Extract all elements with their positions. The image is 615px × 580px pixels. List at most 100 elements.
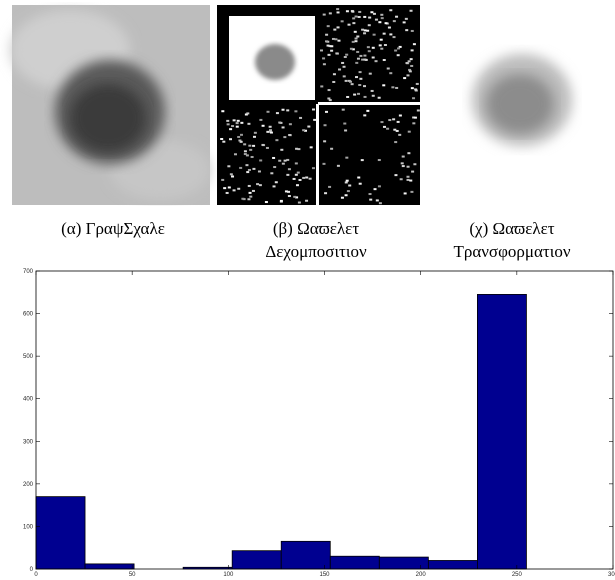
- noise-dot: [409, 9, 413, 12]
- noise-dot: [281, 126, 285, 129]
- caption: Δεχομποσιτιον: [265, 242, 367, 261]
- noise-dot: [349, 80, 353, 83]
- noise-dot: [283, 159, 287, 162]
- noise-dot: [332, 73, 336, 76]
- noise-dot: [225, 191, 229, 194]
- noise-dot: [378, 44, 382, 47]
- noise-dot: [401, 155, 405, 158]
- noise-dot: [394, 174, 398, 177]
- noise-dot: [359, 54, 363, 57]
- noise-dot: [406, 178, 410, 181]
- noise-dot: [272, 156, 276, 159]
- noise-dot: [287, 168, 291, 171]
- noise-dot: [398, 45, 402, 48]
- noise-dot: [402, 21, 406, 24]
- noise-dot: [221, 110, 225, 113]
- noise-dot: [346, 190, 350, 193]
- noise-dot: [245, 154, 249, 157]
- noise-dot: [368, 16, 372, 19]
- noise-dot: [269, 129, 273, 132]
- noise-dot: [412, 43, 416, 46]
- noise-dot: [275, 139, 279, 142]
- noise-dot: [379, 38, 383, 41]
- noise-dot: [366, 29, 370, 32]
- captions: (α) ΓραψΣχαλε (β) Ωαϖελετ Δεχομποσιτιον (χ)…: [61, 219, 571, 261]
- noise-dot: [240, 121, 244, 124]
- noise-dot: [412, 97, 416, 100]
- noise-dot: [233, 153, 237, 156]
- noise-dot: [245, 164, 249, 167]
- noise-dot: [367, 24, 371, 27]
- noise-dot: [247, 168, 251, 171]
- noise-dot: [251, 189, 255, 192]
- noise-dot: [363, 95, 367, 98]
- noise-dot: [371, 94, 375, 97]
- noise-dot: [413, 116, 417, 119]
- noise-dot: [332, 80, 336, 83]
- noise-dot: [380, 47, 384, 50]
- noise-dot: [331, 37, 335, 40]
- noise-dot: [371, 56, 375, 59]
- x-tick-label: 250: [512, 572, 523, 578]
- noise-dot: [345, 10, 349, 13]
- noise-dot: [229, 173, 233, 176]
- noise-dot: [286, 173, 290, 176]
- noise-dot: [272, 185, 276, 188]
- noise-dot: [330, 49, 334, 52]
- noise-dot: [360, 159, 364, 162]
- noise-dot: [326, 25, 330, 28]
- noise-dot: [256, 183, 260, 186]
- noise-dot: [382, 84, 386, 87]
- noise-dot: [330, 45, 334, 48]
- noise-dot: [406, 74, 410, 77]
- noise-dot: [394, 49, 398, 52]
- noise-dot: [344, 181, 348, 184]
- noise-dot: [345, 156, 349, 159]
- noise-dot: [279, 199, 283, 202]
- noise-dot: [275, 112, 279, 115]
- noise-dot: [378, 21, 382, 24]
- noise-dot: [412, 116, 416, 119]
- noise-dot: [330, 147, 334, 150]
- noise-dot: [344, 194, 348, 197]
- noise-dot: [269, 131, 273, 134]
- noise-dot: [323, 124, 327, 127]
- noise-dot: [226, 123, 230, 126]
- noise-dot: [363, 58, 367, 61]
- noise-dot: [335, 52, 339, 55]
- noise-dot: [409, 58, 413, 61]
- noise-dot: [305, 199, 309, 202]
- noise-dot: [343, 122, 347, 125]
- x-tick-label: 200: [416, 572, 427, 578]
- noise-dot: [287, 190, 291, 193]
- noise-dot: [325, 33, 329, 36]
- noise-dot: [358, 71, 362, 74]
- noise-dot: [231, 175, 235, 178]
- noise-dot: [324, 110, 328, 113]
- noise-dot: [292, 177, 296, 180]
- noise-dot: [410, 87, 414, 90]
- noise-dot: [398, 114, 402, 117]
- noise-dot: [410, 49, 414, 52]
- noise-dot: [416, 109, 420, 112]
- noise-dot: [308, 177, 312, 180]
- noise-dot: [266, 110, 270, 113]
- noise-dot: [274, 181, 278, 184]
- noise-dot: [281, 108, 285, 111]
- noise-dot: [328, 12, 332, 15]
- noise-dot: [328, 45, 332, 48]
- noise-dot: [338, 68, 342, 71]
- noise-dot: [261, 143, 265, 146]
- noise-dot: [334, 38, 338, 41]
- histogram-chart: 0 50 100 150 200 250 300 0 100 200 300 400 500 600 700: [23, 269, 615, 578]
- noise-dot: [361, 58, 365, 61]
- noise-dot: [322, 57, 326, 60]
- noise-dot: [387, 26, 391, 29]
- noise-dot: [237, 187, 241, 190]
- noise-dot: [239, 166, 243, 169]
- noise-dot: [415, 82, 419, 85]
- noise-dot: [386, 67, 390, 70]
- noise-dot: [366, 109, 370, 112]
- noise-dot: [357, 92, 361, 95]
- noise-dot: [246, 112, 250, 115]
